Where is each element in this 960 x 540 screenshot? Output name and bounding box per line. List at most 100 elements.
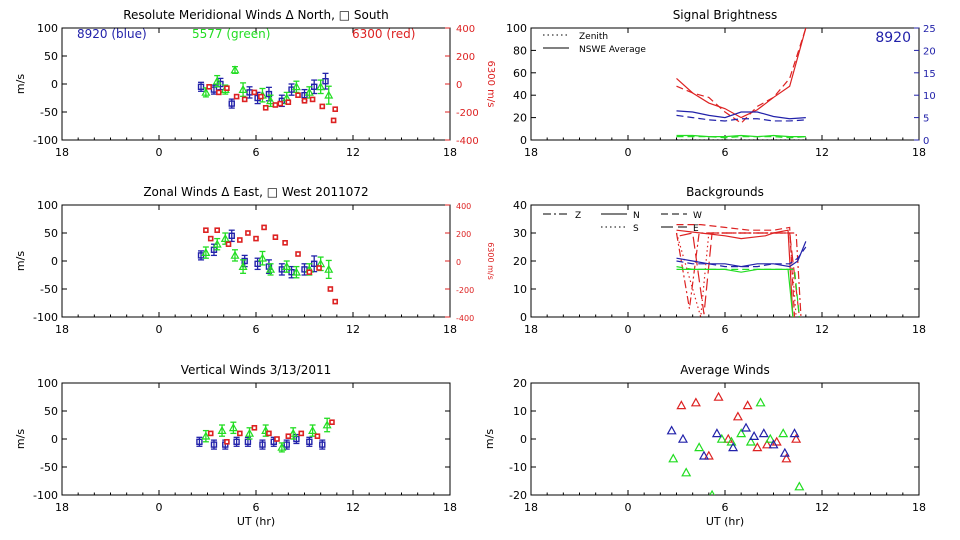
data-point	[778, 428, 789, 438]
annotation-label: 8920	[875, 30, 911, 46]
y-tick-label: 0	[51, 433, 58, 446]
data-point	[201, 247, 211, 256]
data-point	[728, 442, 739, 452]
data-point	[314, 433, 321, 440]
legend-label: S	[633, 224, 639, 234]
data-point	[709, 489, 715, 495]
data-point	[201, 87, 211, 96]
data-point	[262, 105, 269, 111]
x-tick-label: 6	[722, 501, 729, 514]
data-point	[758, 428, 769, 438]
x-tick-label: 18	[55, 501, 69, 514]
data-point	[329, 419, 335, 426]
x-tick-label: 12	[815, 323, 829, 336]
data-point	[755, 397, 766, 407]
data-point	[666, 425, 677, 435]
x-tick-label: 12	[346, 323, 360, 336]
data-point	[233, 438, 240, 445]
data-point	[711, 428, 722, 438]
legend-label: Z	[575, 211, 581, 221]
series-line-2	[676, 28, 807, 124]
data-point	[196, 438, 203, 445]
data-point	[230, 65, 240, 74]
data-point	[779, 447, 790, 457]
data-point	[245, 230, 251, 236]
data-point	[265, 90, 273, 98]
data-point	[214, 227, 220, 233]
chart-title: Vertical Winds 3/13/2011	[181, 363, 332, 377]
y-tick-label: 100	[37, 199, 58, 212]
data-point	[306, 438, 313, 445]
data-point	[319, 103, 326, 110]
series-line-1	[676, 28, 807, 119]
data-point	[259, 441, 266, 448]
y-tick-label: -50	[40, 461, 58, 474]
x-tick-label: 18	[55, 146, 69, 159]
x-tick-label: 18	[524, 323, 538, 336]
y-tick-label: -50	[40, 283, 58, 296]
y2-tick-label: 15	[923, 69, 936, 80]
y-tick-label: 100	[37, 22, 58, 35]
data-point	[216, 89, 222, 96]
x-tick-label: 18	[912, 146, 926, 159]
y-axis-label: m/s	[483, 429, 496, 449]
y-tick-label: 60	[513, 67, 527, 80]
data-point	[668, 453, 679, 463]
data-point	[791, 433, 802, 443]
data-point	[277, 100, 284, 107]
x-tick-label: 6	[253, 323, 260, 336]
data-point	[197, 83, 205, 91]
x-tick-label: 0	[625, 501, 632, 514]
y-tick-label: 100	[506, 22, 527, 35]
data-point	[291, 82, 301, 91]
data-point	[258, 93, 264, 100]
y2-tick-label: -400	[456, 314, 474, 323]
chart-panel-0: Resolute Meridional Winds Δ North, □ Sou…	[14, 8, 496, 159]
data-point	[765, 433, 776, 443]
data-point	[266, 264, 276, 273]
data-point	[277, 442, 287, 451]
y2-tick-label: -200	[456, 108, 479, 119]
plot-frame	[61, 382, 451, 496]
y2-tick-label: 200	[456, 230, 471, 239]
data-point	[316, 265, 322, 271]
chart-title: Average Winds	[680, 363, 770, 377]
y-tick-label: 0	[51, 255, 58, 268]
x-tick-label: 18	[912, 501, 926, 514]
y2-tick-label: 0	[923, 136, 929, 147]
x-tick-label: 18	[524, 501, 538, 514]
data-point	[233, 93, 240, 100]
data-point	[295, 251, 301, 257]
data-point	[732, 411, 743, 421]
data-point	[291, 267, 301, 276]
legend-annotation: 8920 (blue)	[77, 27, 147, 41]
y2-tick-label: 0	[456, 80, 462, 91]
data-point	[228, 100, 235, 107]
data-point	[241, 257, 248, 265]
y2-tick-label: 25	[923, 24, 936, 35]
series-group	[196, 417, 335, 453]
data-point	[251, 424, 258, 431]
x-tick-label: 6	[722, 323, 729, 336]
data-point	[762, 439, 773, 449]
data-point	[272, 102, 279, 108]
y-tick-label: 40	[513, 199, 527, 212]
data-point	[322, 77, 329, 85]
data-point	[285, 99, 292, 105]
y-tick-label: 50	[44, 405, 58, 418]
y-tick-label: -50	[40, 106, 58, 119]
data-point	[742, 400, 753, 410]
data-point	[309, 96, 316, 103]
x-tick-label: 12	[815, 501, 829, 514]
series-line-3	[676, 110, 806, 120]
data-point	[676, 400, 687, 410]
chart-title: Signal Brightness	[673, 8, 778, 22]
data-point	[266, 430, 272, 437]
data-point	[304, 87, 314, 96]
y-tick-label: -20	[509, 489, 527, 502]
data-point	[694, 442, 705, 452]
data-point	[736, 428, 747, 438]
data-point	[224, 438, 230, 445]
data-point	[690, 397, 701, 407]
data-point	[254, 260, 261, 267]
